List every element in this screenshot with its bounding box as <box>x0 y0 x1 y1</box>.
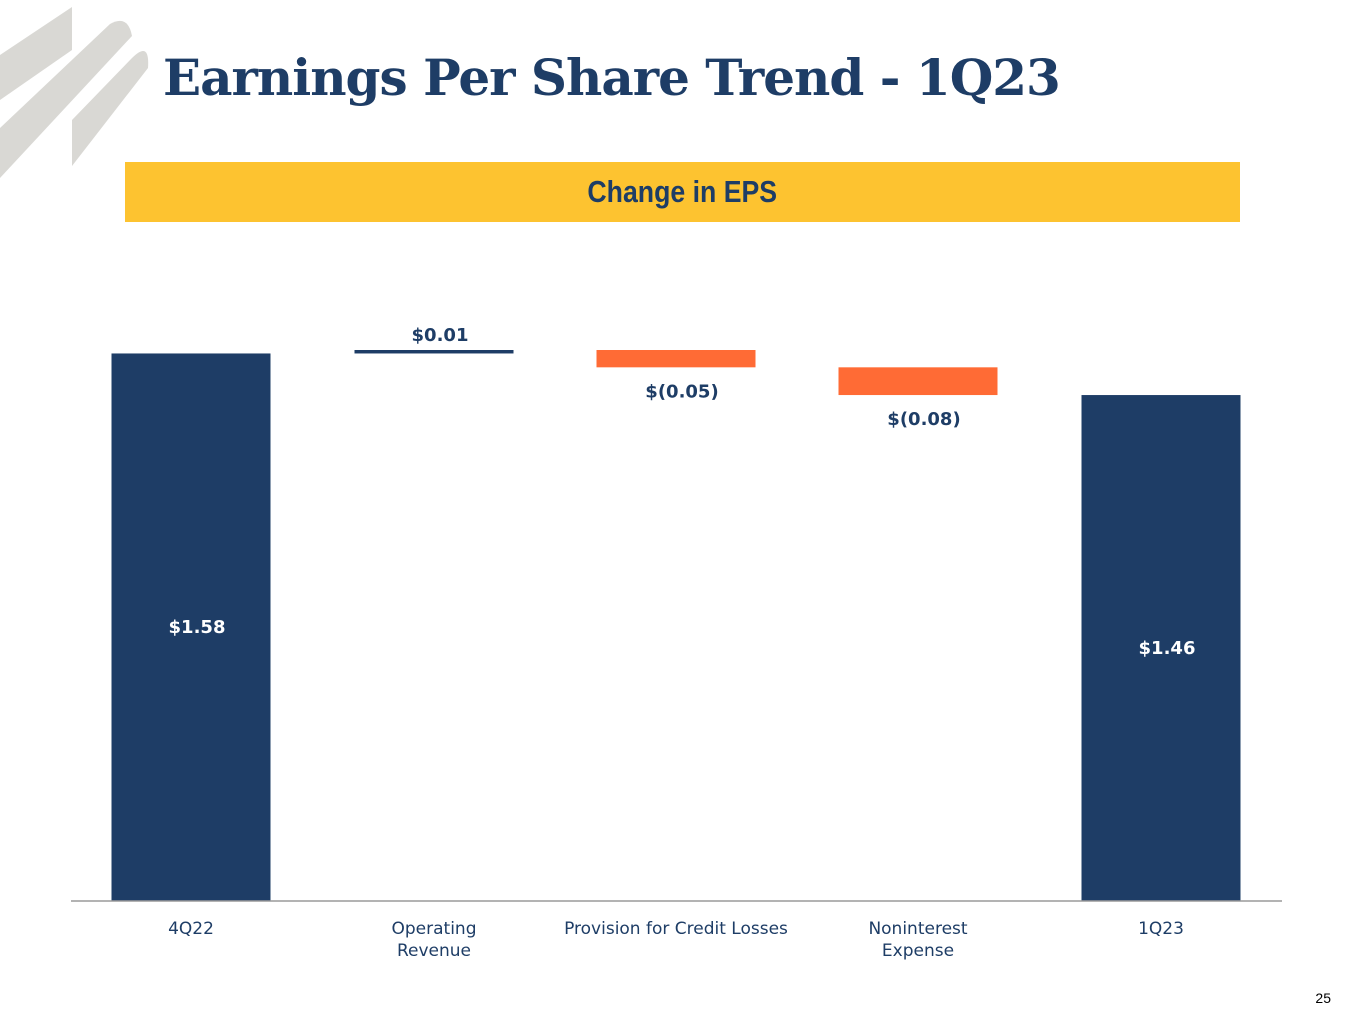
value-label-4q22: $1.58 <box>169 617 226 638</box>
category-label-noninterest-expense: Noninterest Expense <box>868 919 967 961</box>
category-label-operating-revenue: Operating Revenue <box>392 919 477 961</box>
bar-operating-revenue <box>354 350 514 354</box>
category-label-provision-for-credit-losses: Provision for Credit Losses <box>564 919 788 939</box>
category-label-1q23: 1Q23 <box>1138 919 1184 939</box>
logo-stripes-icon <box>0 7 149 178</box>
page-title: Earnings Per Share Trend - 1Q23 <box>163 48 1061 107</box>
bar-provision-for-credit-losses <box>596 350 756 368</box>
chart-subtitle: Change in EPS <box>587 174 778 209</box>
category-label-4q22: 4Q22 <box>168 919 214 939</box>
page-number: 25 <box>1315 990 1331 1006</box>
value-label-operating-revenue: $0.01 <box>412 325 469 346</box>
bar-noninterest-expense <box>838 367 998 396</box>
value-label-provision-for-credit-losses: $(0.05) <box>645 381 718 402</box>
value-label-noninterest-expense: $(0.08) <box>887 409 960 430</box>
bar-4q22 <box>111 353 271 901</box>
chart-subtitle-banner: Change in EPS <box>125 162 1240 222</box>
bar-1q23 <box>1081 395 1241 901</box>
value-label-1q23: $1.46 <box>1139 638 1196 659</box>
